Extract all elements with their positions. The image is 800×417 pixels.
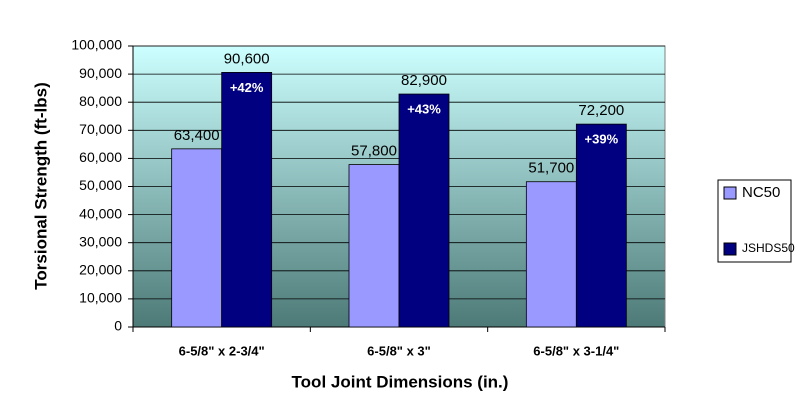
y-tick-label: 70,000 bbox=[79, 121, 122, 137]
y-tick-label: 100,000 bbox=[71, 37, 122, 53]
y-tick-label: 30,000 bbox=[79, 233, 122, 249]
value-label: 57,800 bbox=[351, 143, 397, 160]
x-tick-label: 6-5/8" x 2-3/4" bbox=[179, 343, 265, 358]
y-tick-label: 20,000 bbox=[79, 262, 122, 278]
bar bbox=[525, 181, 577, 328]
x-tick-label: 6-5/8" x 3-1/4" bbox=[533, 343, 619, 358]
bar bbox=[575, 123, 627, 328]
annotation: +39% bbox=[585, 132, 619, 147]
bar bbox=[348, 164, 400, 328]
value-label: 63,400 bbox=[174, 127, 220, 144]
value-label: 72,200 bbox=[578, 102, 624, 119]
legend-label: JSHDS50 bbox=[742, 241, 795, 255]
value-label: 90,600 bbox=[224, 50, 270, 67]
value-label: 82,900 bbox=[401, 72, 447, 89]
y-tick-label: 50,000 bbox=[79, 177, 122, 193]
y-tick-label: 40,000 bbox=[79, 205, 122, 221]
value-label: 51,700 bbox=[528, 160, 574, 177]
annotation: +42% bbox=[230, 80, 264, 95]
legend-swatch bbox=[723, 242, 737, 256]
annotation: +43% bbox=[407, 101, 441, 116]
y-tick-label: 60,000 bbox=[79, 149, 122, 165]
bar bbox=[398, 93, 450, 328]
legend-swatch bbox=[723, 186, 737, 200]
y-axis-title: Torsional Strength (ft-lbs) bbox=[31, 82, 50, 289]
legend-label: NC50 bbox=[742, 184, 780, 201]
y-tick-label: 90,000 bbox=[79, 65, 122, 81]
x-tick-label: 6-5/8" x 3" bbox=[367, 343, 431, 358]
bar bbox=[221, 72, 273, 328]
x-axis-title: Tool Joint Dimensions (in.) bbox=[292, 372, 509, 391]
y-tick-label: 10,000 bbox=[79, 290, 122, 306]
y-tick-label: 0 bbox=[114, 318, 122, 334]
bar bbox=[171, 148, 223, 328]
y-tick-label: 80,000 bbox=[79, 93, 122, 109]
